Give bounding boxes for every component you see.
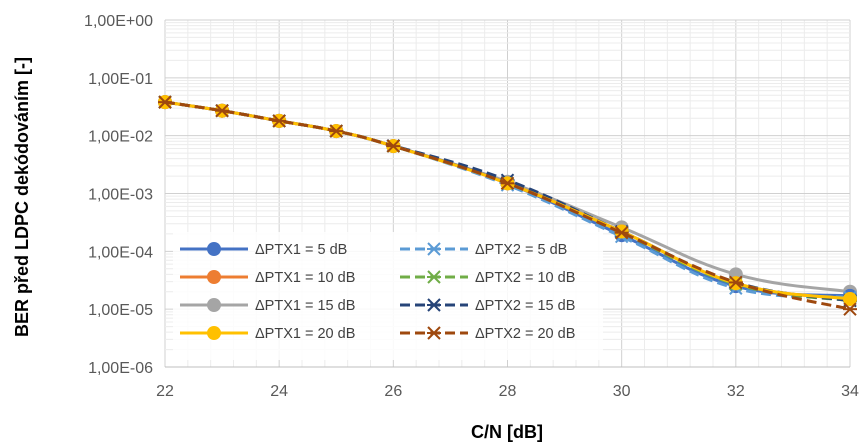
legend-marker	[207, 298, 221, 312]
legend-item: ΔPTX2 = 10 dB	[400, 270, 575, 286]
x-axis-title: C/N [dB]	[471, 422, 543, 442]
legend-marker	[427, 298, 441, 312]
legend-label: ΔPTX1 = 5 dB	[255, 242, 347, 258]
y-tick-label: 1,00E+00	[84, 13, 153, 30]
y-tick-label: 1,00E-04	[88, 244, 153, 261]
legend-marker	[207, 326, 221, 340]
legend-item: ΔPTX1 = 10 dB	[180, 270, 355, 286]
x-tick-label: 22	[156, 383, 174, 400]
data-point	[614, 225, 629, 240]
y-tick-label: 1,00E-05	[88, 302, 153, 319]
data-point	[215, 104, 230, 118]
legend-label: ΔPTX1 = 20 dB	[255, 326, 355, 342]
legend-item: ΔPTX1 = 15 dB	[180, 298, 355, 314]
data-point	[272, 114, 287, 128]
series-line	[164, 100, 851, 311]
data-point	[329, 124, 344, 138]
legend-label: ΔPTX2 = 5 dB	[475, 242, 567, 258]
legend-item: ΔPTX2 = 20 dB	[400, 326, 575, 342]
legend-label: ΔPTX1 = 15 dB	[255, 298, 355, 314]
data-point	[843, 302, 857, 316]
x-tick-label: 32	[727, 383, 745, 400]
legend-item: ΔPTX1 = 5 dB	[180, 242, 347, 258]
legend-marker	[207, 270, 221, 284]
x-tick-label: 28	[499, 383, 517, 400]
y-axis-ticks: 1,00E+00 1,00E-01 1,00E-02 1,00E-03 1,00E-04…	[84, 13, 153, 377]
legend-box	[173, 232, 603, 360]
legend-marker	[427, 270, 441, 284]
x-axis-ticks: 22 24 26 28 30 32 34	[156, 383, 859, 400]
legend-item: ΔPTX2 = 5 dB	[400, 242, 567, 258]
x-tick-label: 30	[613, 383, 631, 400]
series-lines	[158, 95, 857, 316]
legend-item: ΔPTX2 = 15 dB	[400, 298, 575, 314]
legend-label: ΔPTX2 = 10 dB	[475, 270, 575, 286]
data-point	[158, 95, 172, 109]
x-tick-label: 34	[841, 383, 859, 400]
x-tick-label: 26	[384, 383, 402, 400]
y-axis-title: BER před LDPC dekódováním [-]	[12, 57, 32, 337]
y-tick-label: 1,00E-06	[88, 360, 153, 377]
legend-marker	[427, 242, 441, 256]
legend-marker	[207, 242, 221, 256]
data-point	[843, 291, 857, 306]
y-tick-label: 1,00E-02	[88, 129, 153, 146]
data-point	[500, 176, 515, 191]
legend-marker	[427, 326, 441, 340]
x-tick-label: 24	[270, 383, 288, 400]
series-8	[158, 95, 857, 316]
data-point	[728, 275, 743, 290]
legend: ΔPTX1 = 5 dB ΔPTX1 = 10 dB ΔPTX1 = 15 dB ΔP…	[173, 232, 603, 360]
legend-label: ΔPTX1 = 10 dB	[255, 270, 355, 286]
y-tick-label: 1,00E-01	[88, 71, 153, 88]
legend-item: ΔPTX1 = 20 dB	[180, 326, 355, 342]
legend-label: ΔPTX2 = 20 dB	[475, 326, 575, 342]
legend-label: ΔPTX2 = 15 dB	[475, 298, 575, 314]
data-point	[386, 139, 401, 153]
y-tick-label: 1,00E-03	[88, 187, 153, 204]
